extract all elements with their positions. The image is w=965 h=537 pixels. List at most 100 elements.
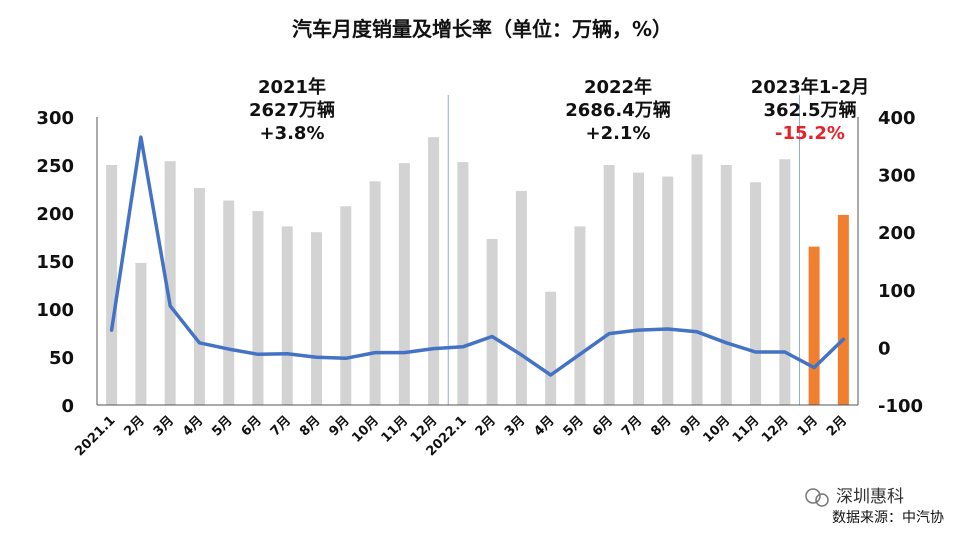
growth-point-22 [754,350,758,354]
growth-point-20 [695,330,699,334]
bar-21 [720,165,732,405]
x-tick-7: 8月 [297,413,323,439]
brand-name: 深圳惠科 [836,487,904,507]
x-tick-18: 7月 [619,413,645,439]
x-tick-17: 6月 [590,413,616,439]
growth-point-24 [812,366,816,370]
left-tick-3: 150 [36,252,74,273]
growth-point-9 [373,351,377,355]
bar-15 [545,291,557,405]
bar-3 [193,188,205,405]
left-tick-1: 50 [49,348,74,369]
bar-1 [135,262,147,405]
annotation-2-line-2: -15.2% [775,123,845,144]
x-tick-9: 10月 [349,413,382,446]
bar-5 [252,211,264,405]
growth-point-1 [139,135,143,139]
bar-16 [574,226,586,405]
chart-title: 汽车月度销量及增长率（单位：万辆，%） [292,17,672,41]
growth-point-25 [841,337,845,341]
growth-point-23 [783,350,787,354]
left-tick-2: 100 [36,300,74,321]
x-tick-3: 4月 [180,413,206,439]
growth-point-11 [432,347,436,351]
right-tick-3: 200 [878,223,916,244]
left-tick-6: 300 [36,108,74,129]
x-tick-2: 3月 [151,413,177,439]
bar-19 [662,176,674,405]
bar-8 [340,206,352,405]
bar-23 [779,159,791,405]
axes [96,117,859,406]
x-tick-16: 5月 [561,413,587,439]
right-tick-2: 100 [878,281,916,302]
growth-point-17 [607,332,611,336]
x-tick-4: 5月 [209,413,235,439]
growth-point-7 [315,355,319,359]
bar-14 [515,190,527,405]
annotation-1-line-1: 2686.4万辆 [565,99,670,121]
bar-24 [808,246,820,405]
right-tick-1: 0 [878,338,891,359]
bar-18 [632,172,644,405]
bar-2 [164,161,176,405]
right-tick-5: 400 [878,108,916,129]
growth-rate-line [109,135,846,377]
bar-layer [106,137,849,405]
x-tick-15: 4月 [531,413,557,439]
data-source: 数据来源：中汽协 [832,510,944,526]
growth-point-13 [490,334,494,338]
left-tick-5: 250 [36,156,74,177]
x-tick-14: 3月 [502,413,528,439]
growth-point-16 [578,352,582,356]
bar-11 [428,137,440,405]
annotation-0-line-0: 2021年 [258,76,326,98]
growth-point-8 [344,356,348,360]
bar-4 [223,200,235,405]
right-tick-0: -100 [878,396,923,417]
growth-line-layer [109,135,846,377]
bar-25 [837,214,849,405]
left-tick-0: 0 [61,396,74,417]
x-tick-21: 10月 [701,413,734,446]
bar-12 [457,162,469,405]
x-tick-23: 12月 [759,413,792,446]
x-tick-0: 2021.1 [72,413,118,459]
x-tick-22: 11月 [730,413,763,446]
bar-6 [281,226,293,405]
growth-point-19 [666,327,670,331]
growth-point-21 [724,341,728,345]
bar-22 [750,182,762,405]
x-tick-6: 7月 [268,413,294,439]
growth-point-10 [402,351,406,355]
growth-point-14 [519,353,523,357]
bar-17 [603,165,615,405]
annotation-1-line-0: 2022年 [584,76,652,98]
x-tick-10: 11月 [379,413,412,446]
left-tick-4: 200 [36,204,74,225]
x-tick-13: 2月 [473,413,499,439]
x-tick-24: 1月 [795,413,821,439]
x-tick-25: 2月 [824,413,850,439]
right-axis-ticks: -100 0 100 200 300 400 [878,108,923,417]
x-tick-5: 6月 [239,413,265,439]
bar-0 [106,165,118,405]
bar-7 [311,232,323,405]
growth-point-15 [549,373,553,377]
annotation-1-line-2: +2.1% [585,123,650,144]
x-tick-1: 2月 [122,413,148,439]
growth-point-3 [197,341,201,345]
growth-point-6 [285,352,289,356]
wechat-icon-bubble [815,493,829,507]
growth-point-12 [461,345,465,349]
growth-point-5 [256,352,260,356]
bar-10 [398,163,410,405]
growth-point-4 [227,347,231,351]
annotation-0-line-2: +3.8% [259,123,324,144]
growth-point-2 [168,304,172,308]
right-tick-4: 300 [878,166,916,187]
wechat-icon [805,488,821,504]
